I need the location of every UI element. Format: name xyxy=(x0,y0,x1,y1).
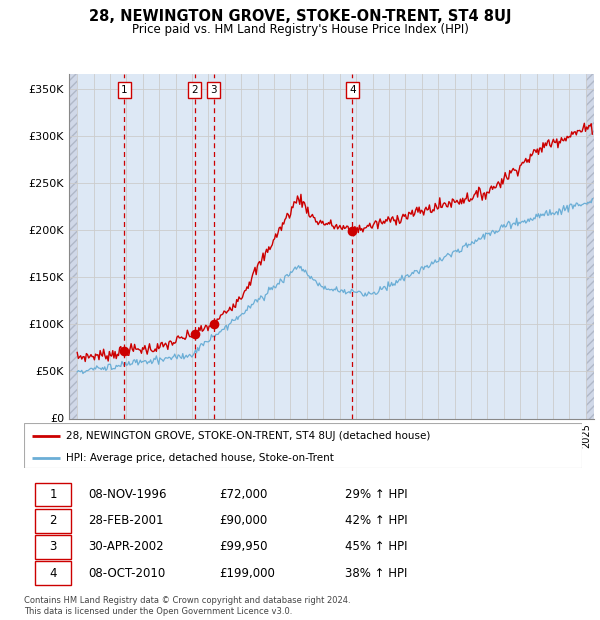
Text: 2: 2 xyxy=(50,514,57,527)
Bar xyxy=(69,74,77,418)
Text: 28-FEB-2001: 28-FEB-2001 xyxy=(88,514,164,527)
Text: 2: 2 xyxy=(191,85,198,95)
Text: 45% ↑ HPI: 45% ↑ HPI xyxy=(345,541,407,554)
FancyBboxPatch shape xyxy=(35,561,71,585)
Text: 08-NOV-1996: 08-NOV-1996 xyxy=(88,488,167,501)
Text: £99,950: £99,950 xyxy=(220,541,268,554)
Text: 4: 4 xyxy=(50,567,57,580)
Text: Contains HM Land Registry data © Crown copyright and database right 2024.
This d: Contains HM Land Registry data © Crown c… xyxy=(24,596,350,616)
Text: £72,000: £72,000 xyxy=(220,488,268,501)
Bar xyxy=(586,74,594,418)
Text: 42% ↑ HPI: 42% ↑ HPI xyxy=(345,514,407,527)
Text: 4: 4 xyxy=(349,85,356,95)
Text: 28, NEWINGTON GROVE, STOKE-ON-TRENT, ST4 8UJ: 28, NEWINGTON GROVE, STOKE-ON-TRENT, ST4… xyxy=(89,9,511,24)
Text: 3: 3 xyxy=(211,85,217,95)
FancyBboxPatch shape xyxy=(35,535,71,559)
Text: 29% ↑ HPI: 29% ↑ HPI xyxy=(345,488,407,501)
Text: 38% ↑ HPI: 38% ↑ HPI xyxy=(345,567,407,580)
Text: 28, NEWINGTON GROVE, STOKE-ON-TRENT, ST4 8UJ (detached house): 28, NEWINGTON GROVE, STOKE-ON-TRENT, ST4… xyxy=(66,430,430,441)
FancyBboxPatch shape xyxy=(35,509,71,533)
Text: 3: 3 xyxy=(50,541,57,554)
Text: £199,000: £199,000 xyxy=(220,567,275,580)
Text: 1: 1 xyxy=(121,85,127,95)
FancyBboxPatch shape xyxy=(35,482,71,507)
Text: Price paid vs. HM Land Registry's House Price Index (HPI): Price paid vs. HM Land Registry's House … xyxy=(131,23,469,36)
Text: 08-OCT-2010: 08-OCT-2010 xyxy=(88,567,166,580)
Text: 1: 1 xyxy=(50,488,57,501)
Text: £90,000: £90,000 xyxy=(220,514,268,527)
Text: 30-APR-2002: 30-APR-2002 xyxy=(88,541,164,554)
Text: HPI: Average price, detached house, Stoke-on-Trent: HPI: Average price, detached house, Stok… xyxy=(66,453,334,463)
